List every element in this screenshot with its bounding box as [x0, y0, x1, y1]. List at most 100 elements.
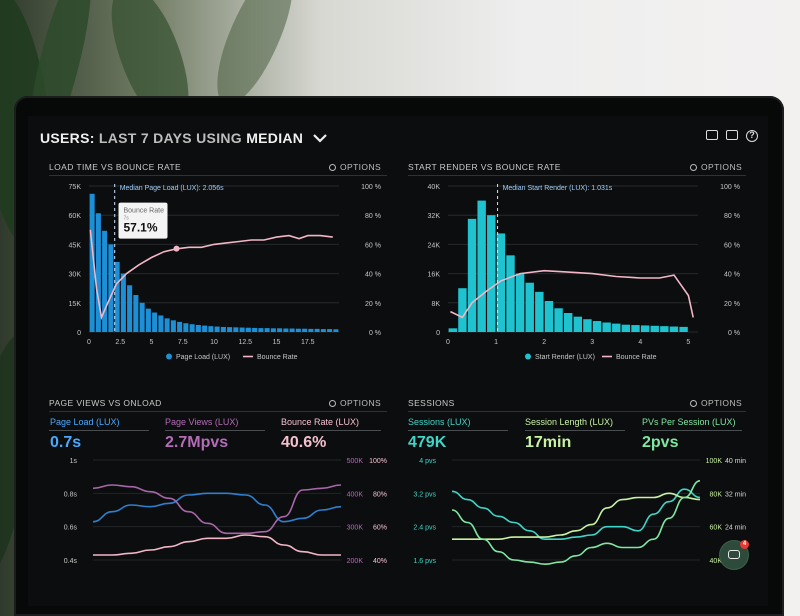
panel-title: SESSIONS — [408, 398, 455, 408]
legend-swatch — [166, 353, 172, 360]
metric-label-sessions: Sessions (LUX) — [408, 417, 471, 427]
start-render-panel: START RENDER VS BOUNCE RATE OPTIONS 0 8K 1… — [408, 162, 746, 382]
bar — [496, 233, 506, 332]
options-button[interactable]: OPTIONS — [329, 398, 381, 408]
y-tick-label: 1s — [70, 458, 78, 465]
y-tick-label: 15K — [69, 301, 82, 308]
bar — [573, 316, 583, 332]
y-tick-label: 1.6 pvs — [413, 558, 436, 565]
bar — [202, 325, 208, 332]
metric-label-bounce-rate: Bounce Rate (LUX) — [281, 417, 360, 427]
bar — [333, 329, 339, 332]
y2-tick-label: 60K — [710, 525, 723, 532]
chevron-down-icon[interactable] — [313, 130, 328, 146]
y2-tick-label: 100 % — [720, 184, 740, 191]
metric-rule — [49, 430, 149, 431]
panel-title: START RENDER VS BOUNCE RATE — [408, 162, 561, 172]
tooltip-value: 57.1% — [124, 221, 158, 235]
title-range: LAST 7 DAYS — [98, 130, 192, 146]
series-line — [92, 492, 342, 523]
bar — [133, 295, 139, 332]
metric-label-session-length: Session Length (LUX) — [525, 417, 614, 427]
y-tick-label: 45K — [69, 242, 82, 249]
options-label: OPTIONS — [340, 162, 382, 172]
y2-tick-label: 80 % — [365, 213, 381, 220]
bar — [640, 325, 650, 332]
bar — [164, 318, 170, 332]
sessions-chart: 4 pvs 100K 40 min 3.2 pvs 80K 32 min 2.4 pvs 60… — [413, 458, 746, 566]
bar — [477, 200, 486, 332]
bar — [227, 327, 233, 332]
options-button[interactable]: OPTIONS — [329, 162, 381, 172]
bounce-rate-line — [89, 229, 333, 321]
tooltip-sub: 7s — [124, 216, 130, 222]
bar — [152, 312, 158, 332]
bar — [177, 321, 183, 332]
x-tick-label: 17.5 — [301, 339, 315, 346]
y2-tick-label: 60 % — [724, 242, 740, 249]
bar — [308, 328, 314, 332]
legend-label: Bounce Rate — [257, 354, 298, 361]
bar — [506, 255, 515, 332]
image-icon[interactable] — [726, 130, 738, 140]
load-time-panel: LOAD TIME VS BOUNCE RATE OPTIONS 0 15K 30K… — [49, 162, 387, 382]
options-label: OPTIONS — [340, 398, 382, 408]
y3-tick-label: 40 min — [725, 458, 746, 465]
title-metric: MEDIAN — [246, 130, 304, 146]
bar — [314, 328, 320, 332]
monitor-icon[interactable] — [706, 130, 718, 140]
bar — [592, 321, 602, 332]
help-icon[interactable]: ? — [746, 130, 758, 142]
options-label: OPTIONS — [701, 162, 743, 172]
y-tick-label: 32K — [428, 213, 441, 220]
bar — [650, 325, 659, 332]
options-button[interactable]: OPTIONS — [690, 398, 742, 408]
bar — [89, 193, 95, 332]
dashboard-screen: USERS: LAST 7 DAYS USING MEDIAN ? LOAD T… — [28, 116, 768, 606]
bar — [183, 323, 189, 332]
bar — [170, 320, 176, 332]
bar — [195, 324, 201, 332]
series-line — [452, 492, 701, 540]
bar — [458, 288, 467, 332]
y-tick-label: 2.4 pvs — [413, 525, 436, 532]
legend-label: Bounce Rate — [616, 354, 657, 361]
y-tick-label: 30K — [69, 272, 82, 279]
gear-icon — [690, 400, 697, 408]
bar — [120, 273, 126, 332]
divider — [49, 175, 387, 176]
y2-tick-label: 40 % — [724, 272, 740, 279]
options-button[interactable]: OPTIONS — [690, 162, 742, 172]
y-tick-label: 0.6s — [64, 525, 78, 532]
tooltip-box — [118, 202, 168, 239]
divider — [49, 411, 387, 412]
bar — [612, 323, 621, 332]
y2-tick-label: 80K — [710, 491, 723, 498]
metric-value-bounce-rate: 40.6% — [281, 434, 327, 451]
bar — [583, 319, 592, 332]
series-line — [451, 480, 701, 566]
gear-icon — [690, 164, 697, 172]
title-users: USERS: — [40, 130, 95, 146]
bar — [145, 308, 151, 332]
title-using: USING — [196, 130, 242, 146]
y2-tick-label: 100 % — [361, 184, 381, 191]
y2-tick-label: 20 % — [365, 301, 381, 308]
options-label: OPTIONS — [701, 398, 743, 408]
tooltip-label: Bounce Rate — [124, 208, 165, 215]
legend-label: Start Render (LUX) — [535, 354, 595, 361]
bar — [214, 326, 220, 332]
x-tick-label: 7.5 — [178, 339, 188, 346]
bar — [233, 327, 239, 332]
bar — [563, 313, 573, 332]
y2-tick-label: 60 % — [365, 242, 381, 249]
divider — [408, 411, 746, 412]
series-line — [92, 484, 342, 535]
page-title[interactable]: USERS: LAST 7 DAYS USING MEDIAN — [40, 130, 328, 146]
y3-tick-label: 24 min — [725, 525, 746, 532]
y-tick-label: 16K — [428, 272, 441, 279]
bar — [239, 327, 245, 332]
y-tick-label: 24K — [428, 242, 441, 249]
x-tick-label: 5 — [686, 339, 690, 346]
y2-tick-label: 20 % — [724, 301, 740, 308]
